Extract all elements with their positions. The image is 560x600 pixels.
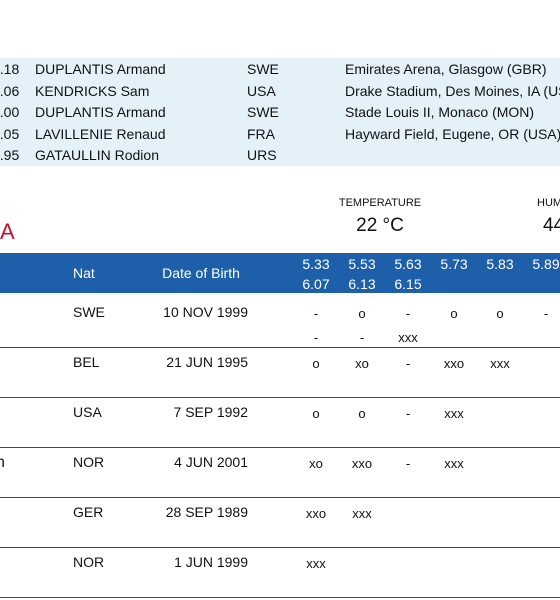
athlete-nat: BEL	[73, 354, 100, 370]
record-athlete: KENDRICKS Sam	[35, 82, 150, 99]
attempt: -	[405, 456, 411, 471]
record-athlete: GATAULLIN Rodion	[35, 147, 159, 163]
header-height: 5.53	[348, 256, 376, 272]
header-height: 5.63	[394, 256, 422, 272]
attempt: xxo	[305, 506, 327, 521]
attempt: xxx	[398, 330, 418, 345]
attempt: -	[405, 356, 411, 371]
record-mark: 6.06	[0, 82, 20, 99]
athlete-dob: 10 NOV 1999	[163, 304, 248, 320]
attempt: -	[543, 306, 549, 321]
header-nat: Nat	[73, 265, 95, 281]
record-mark: 6.00	[0, 104, 20, 120]
header-height: 5.73	[440, 256, 468, 272]
record-nat: FRA	[247, 125, 275, 142]
athlete-nat: SWE	[73, 304, 105, 320]
attempt: xxx	[444, 406, 464, 421]
attempt: xxo	[351, 456, 373, 471]
attempt: o	[312, 356, 320, 371]
humidity-label: HUM	[537, 197, 560, 209]
row-separator	[0, 547, 560, 548]
records-band	[0, 58, 560, 166]
brand-logo: A	[0, 219, 15, 244]
record-venue: Emirates Arena, Glasgow (GBR)	[345, 61, 547, 77]
athlete-nat: NOR	[73, 554, 105, 570]
attempt: -	[313, 330, 319, 345]
header-height: 6.15	[394, 276, 422, 292]
temperature: 22 °C	[356, 215, 404, 236]
row-separator	[0, 397, 560, 398]
temperature-label: TEMPERATURE	[338, 197, 422, 209]
record-venue: Hayward Field, Eugene, OR (USA)	[345, 125, 560, 142]
record-nat: USA	[247, 82, 276, 99]
record-venue: Stade Louis II, Monaco (MON)	[345, 104, 535, 120]
athlete-nat: USA	[73, 404, 102, 420]
attempt: o	[358, 406, 366, 421]
attempt: -	[405, 306, 411, 321]
record-nat: SWE	[247, 61, 279, 77]
attempt: xxx	[490, 356, 510, 371]
record-athlete: DUPLANTIS Armand	[35, 104, 166, 120]
athlete-dob: 7 SEP 1992	[173, 404, 248, 420]
header-height: 5.89	[532, 256, 560, 272]
attempt: xxx	[352, 506, 372, 521]
record-nat: URS	[247, 147, 277, 163]
record-mark: 6.05	[0, 125, 20, 142]
attempt: xo	[355, 356, 369, 371]
table-header	[0, 253, 560, 293]
header-dob: Date of Birth	[162, 265, 240, 281]
athlete-nat: GER	[73, 504, 104, 520]
attempt: -	[313, 306, 319, 321]
header-height: 6.07	[302, 276, 330, 292]
athlete-dob: 21 JUN 1995	[166, 354, 248, 370]
record-venue: Drake Stadium, Des Moines, IA (USA)	[345, 82, 560, 99]
attempt: o	[358, 306, 366, 321]
header-height: 6.13	[348, 276, 376, 292]
record-nat: SWE	[247, 104, 279, 120]
row-separator	[0, 447, 560, 448]
record-athlete: DUPLANTIS Armand	[35, 61, 166, 77]
row-separator	[0, 497, 560, 498]
humidity: 44	[543, 215, 560, 236]
athlete-dob: 4 JUN 2001	[174, 454, 248, 470]
attempt: xo	[309, 456, 323, 471]
attempt: o	[312, 406, 320, 421]
attempt: o	[450, 306, 458, 321]
record-athlete: LAVILLENIE Renaud	[35, 125, 166, 142]
record-mark: 5.95	[0, 147, 20, 163]
attempt: -	[359, 330, 365, 345]
record-mark: 6.18	[0, 61, 20, 77]
athlete-nat: NOR	[73, 454, 105, 470]
athlete-dob: 1 JUN 1999	[174, 554, 248, 570]
header-height: 5.33	[302, 256, 330, 272]
athlete-name: n	[0, 454, 5, 471]
attempt: o	[496, 306, 504, 321]
row-separator	[0, 597, 560, 598]
attempt: -	[405, 406, 411, 421]
athlete-dob: 28 SEP 1989	[165, 504, 248, 520]
header-height: 5.83	[486, 256, 514, 272]
attempt: xxo	[443, 356, 465, 371]
attempt: xxx	[306, 556, 326, 571]
attempt: xxx	[444, 456, 464, 471]
row-separator	[0, 347, 560, 348]
